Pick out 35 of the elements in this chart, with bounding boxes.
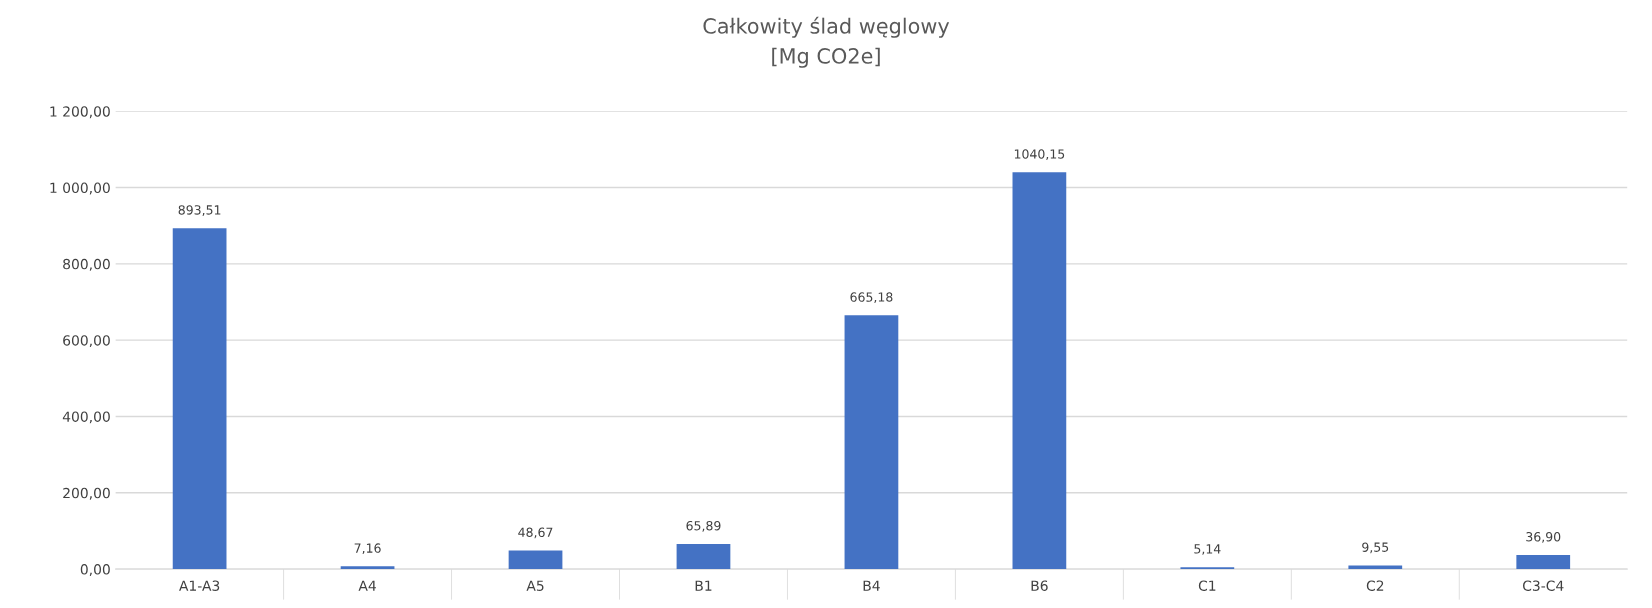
bar [676,543,731,570]
data-label: 65,89 [686,520,721,532]
data-label: 9,55 [1362,542,1389,554]
x-tick-label: B6 [1031,580,1048,591]
data-label: 7,16 [354,543,381,555]
chart-subtitle: [Mg CO2e] [772,47,880,68]
bar [508,550,563,570]
bar [340,566,395,570]
y-tick-label: 0,00 [80,564,110,576]
data-label: 665,18 [850,292,893,304]
x-tick-label: A5 [526,580,544,591]
x-tick-label: C1 [1198,580,1216,591]
data-label: 36,90 [1526,532,1561,543]
y-tick-label: 1 000,00 [50,182,110,195]
x-tick-label: A4 [358,580,376,591]
x-tick-label: B1 [695,580,712,591]
y-tick-label: 800,00 [63,258,110,271]
y-tick-label: 200,00 [63,487,110,500]
bar [1348,565,1403,570]
y-tick-label: 1 200,00 [50,106,110,119]
bar [1516,555,1571,570]
y-tick-label: 600,00 [63,335,110,348]
x-tick-label: A1-A3 [179,580,220,591]
bar [844,315,899,570]
chart-title: Całkowity ślad węglowy [703,16,950,38]
data-label: 893,51 [178,205,221,216]
data-label: 1040,15 [1014,149,1065,160]
x-tick-label: C3-C4 [1522,580,1564,591]
data-label: 5,14 [1194,544,1221,555]
x-tick-label: C2 [1366,580,1384,591]
data-label: 48,67 [518,527,553,539]
x-tick-label: B4 [863,580,880,591]
y-tick-label: 400,00 [62,411,110,424]
bar [172,228,227,570]
bar [1012,172,1067,570]
